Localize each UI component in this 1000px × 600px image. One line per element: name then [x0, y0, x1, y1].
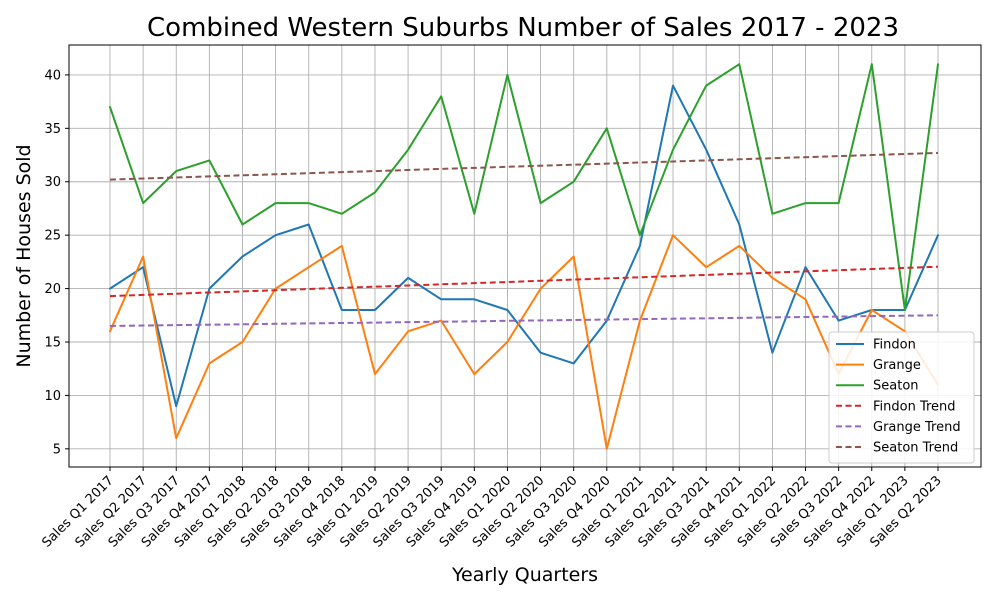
series-line-findon-trend	[109, 265, 939, 298]
series-line-grange	[109, 234, 939, 450]
x-axis-label: Yearly Quarters	[451, 564, 598, 586]
legend: Findon Grange Seaton Findon Trend Grange Tre…	[828, 331, 975, 464]
y-tick-label: 15	[44, 336, 61, 351]
legend-label: Seaton Trend	[873, 441, 958, 456]
series-line-seaton	[109, 63, 939, 311]
legend-label: Grange	[873, 358, 921, 373]
y-axis-label: Number of Houses Sold	[13, 144, 35, 367]
y-axis: 5 10 15 20 25 30 35 40	[44, 68, 69, 457]
series-line-grange-trend	[109, 314, 939, 327]
legend-label: Grange Trend	[873, 420, 961, 435]
series-line-findon	[109, 84, 939, 408]
plot-frame	[68, 44, 982, 468]
y-tick-label: 35	[44, 122, 61, 137]
series-line-seaton-trend	[109, 151, 939, 181]
y-tick-label: 30	[44, 175, 61, 190]
series-layer	[109, 63, 939, 450]
legend-label: Findon Trend	[873, 399, 956, 414]
y-tick-label: 40	[44, 68, 61, 83]
legend-box	[828, 331, 975, 464]
y-tick-label: 20	[44, 282, 61, 297]
y-tick-label: 10	[44, 389, 61, 404]
legend-label: Seaton	[873, 379, 919, 394]
y-tick-label: 25	[44, 229, 61, 244]
chart-title: Combined Western Suburbs Number of Sales…	[147, 13, 899, 43]
y-tick-label: 5	[53, 442, 61, 457]
legend-label: Findon	[873, 338, 916, 353]
